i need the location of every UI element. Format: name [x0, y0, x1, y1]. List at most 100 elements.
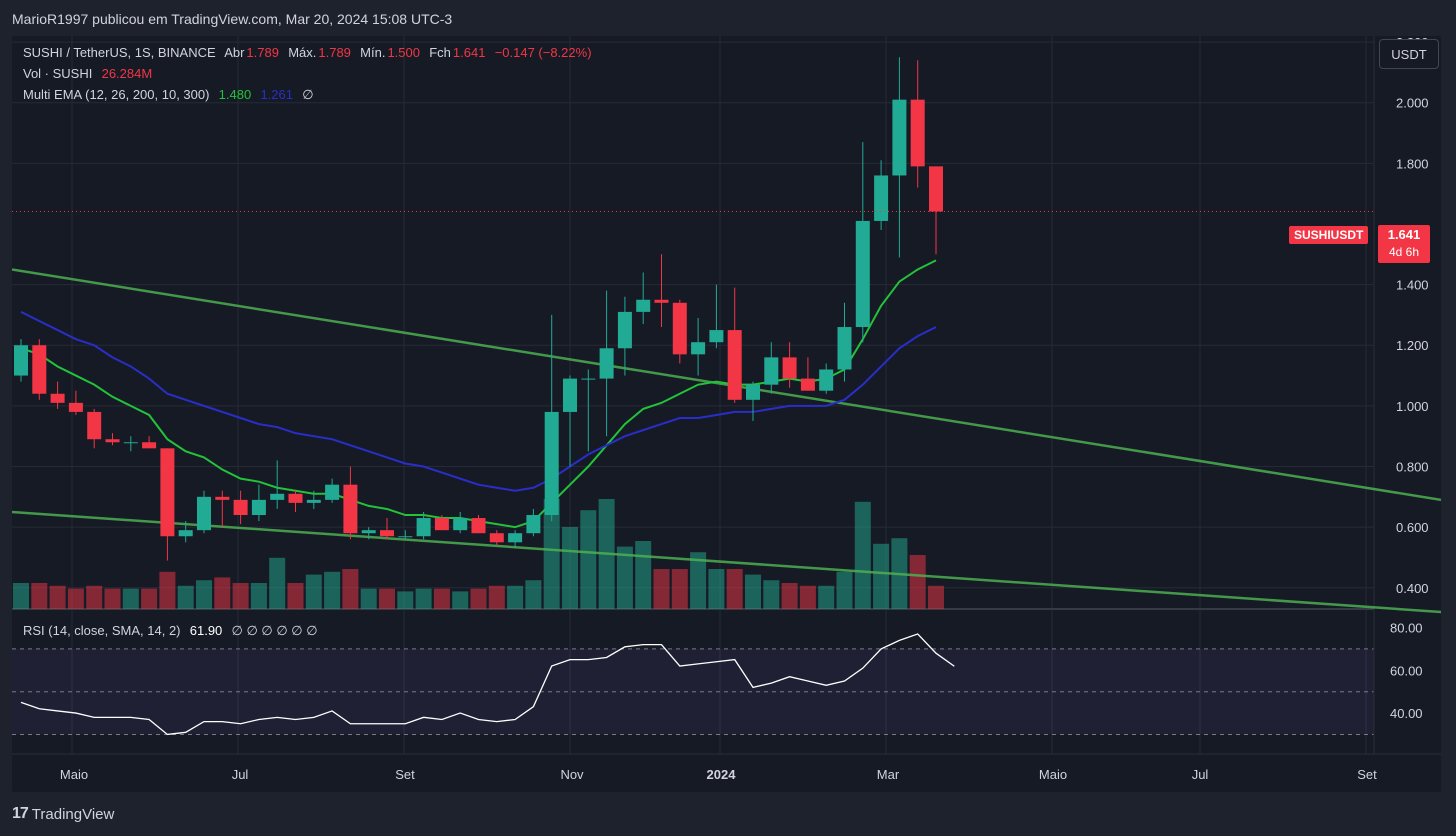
volume-bar	[488, 585, 505, 609]
rsi-legend[interactable]: RSI (14, close, SMA, 14, 2) 61.90 ∅ ∅ ∅ …	[23, 623, 320, 639]
candle-body	[489, 533, 504, 543]
time-tick-label: Set	[395, 767, 415, 782]
candle-body	[453, 518, 468, 531]
ema-slow-line	[20, 310, 937, 492]
candle-body	[197, 496, 211, 531]
currency-button[interactable]: USDT	[1379, 39, 1439, 69]
rsi-tick-label: 60.00	[1390, 663, 1423, 678]
candle-layer	[12, 57, 1374, 561]
rsi-tick-label: 40.00	[1390, 706, 1423, 721]
candle-body	[581, 378, 596, 380]
volume-bar	[635, 541, 652, 609]
open-label: Abr	[224, 45, 245, 60]
candle-body	[251, 499, 266, 516]
candle-body	[434, 518, 449, 531]
tradingview-logo[interactable]: 17 TradingView	[12, 805, 114, 823]
symbol-label[interactable]: SUSHI / TetherUS, 1S, BINANCE	[23, 45, 216, 60]
volume-bar	[177, 585, 194, 609]
volume-bar	[31, 583, 48, 609]
close-label: Fch	[429, 45, 451, 60]
tradingview-logo-text: TradingView	[31, 805, 115, 823]
volume-bar	[543, 499, 560, 609]
volume-bar	[763, 580, 780, 609]
candle-body	[123, 442, 138, 444]
candle-body	[380, 530, 394, 537]
change-value: −0.147 (−8.22%)	[494, 45, 592, 60]
chart-canvas[interactable]: 2.2002.0001.8001.4001.2001.0000.8000.600…	[12, 36, 1441, 792]
price-tick-label: 0.400	[1396, 581, 1429, 596]
rsi-line	[20, 633, 955, 736]
trendline	[12, 268, 1441, 502]
candle-body	[691, 342, 706, 355]
volume-bar	[818, 585, 835, 609]
grid-layer	[12, 36, 1441, 755]
volume-layer	[13, 499, 944, 609]
ema-legend[interactable]: Multi EMA (12, 26, 200, 10, 300) 1.480 1…	[23, 87, 316, 103]
close-value: 1.641	[452, 45, 486, 60]
candle-body	[343, 484, 358, 534]
price-tick-label: 1.200	[1396, 338, 1429, 353]
candle-body	[526, 515, 541, 534]
bar-countdown: 4d 6h	[1388, 245, 1420, 259]
volume-bar	[269, 557, 286, 609]
candle-body	[215, 496, 230, 500]
candle-body	[68, 402, 83, 412]
candle-body	[599, 348, 614, 379]
open-value: 1.789	[246, 45, 279, 60]
candle-body	[233, 499, 248, 516]
candle-body	[910, 99, 925, 167]
time-tick-label: Maio	[1039, 767, 1067, 782]
high-label: Máx.	[288, 45, 317, 60]
publisher-line: MarioR1997 publicou em TradingView.com, …	[12, 11, 453, 27]
candle-body	[746, 384, 760, 400]
rsi-label: RSI (14, close, SMA, 14, 2)	[23, 623, 181, 638]
candle-body	[288, 493, 303, 503]
time-tick-label: Nov	[560, 767, 584, 782]
price-tick-label: 0.800	[1396, 460, 1429, 475]
candle-body	[160, 448, 175, 537]
candle-body	[325, 484, 340, 500]
candle-body	[270, 493, 285, 500]
candle-body	[617, 311, 632, 349]
volume-bar	[616, 546, 633, 609]
price-tick-label: 1.400	[1396, 278, 1429, 293]
candle-body	[563, 378, 577, 412]
volume-bar	[928, 585, 944, 609]
candle-body	[929, 166, 943, 212]
rsi-layer	[20, 633, 955, 736]
volume-bar	[379, 588, 395, 609]
volume-bar	[214, 577, 231, 609]
time-tick-label: Jul	[232, 767, 249, 782]
volume-legend[interactable]: Vol · SUSHI 26.284M	[23, 66, 154, 81]
low-value: 1.500	[387, 45, 420, 60]
candle-body	[837, 327, 852, 370]
candle-body	[87, 411, 102, 440]
last-price-value: 1.641	[1387, 227, 1421, 242]
volume-bar	[397, 591, 414, 609]
candle-body	[709, 330, 724, 343]
candle-body	[178, 530, 193, 537]
volume-bar	[452, 591, 469, 609]
rsi-rest-values: ∅ ∅ ∅ ∅ ∅ ∅	[231, 623, 318, 638]
volume-bar	[122, 588, 139, 609]
high-value: 1.789	[318, 45, 351, 60]
candle-body	[764, 357, 779, 385]
chart-frame[interactable]: 2.2002.0001.8001.4001.2001.0000.8000.600…	[12, 36, 1441, 792]
candle-body	[361, 530, 376, 534]
candle-body	[508, 533, 523, 543]
volume-bar	[653, 569, 670, 609]
volume-bar	[141, 588, 158, 609]
candle-body	[874, 175, 889, 221]
volume-bar	[781, 583, 798, 609]
volume-label: Vol · SUSHI	[23, 66, 93, 81]
volume-bar	[525, 580, 542, 609]
tradingview-logo-icon: 17	[12, 805, 29, 822]
volume-bar	[873, 543, 890, 609]
candle-body	[398, 536, 413, 538]
volume-bar	[342, 569, 359, 609]
volume-bar	[86, 585, 103, 609]
volume-bar	[580, 510, 597, 609]
axis-layer: 2.2002.0001.8001.4001.2001.0000.8000.600…	[60, 36, 1429, 782]
symbol-price-label: SUSHIUSDT	[1289, 226, 1369, 244]
volume-bar	[49, 585, 66, 609]
